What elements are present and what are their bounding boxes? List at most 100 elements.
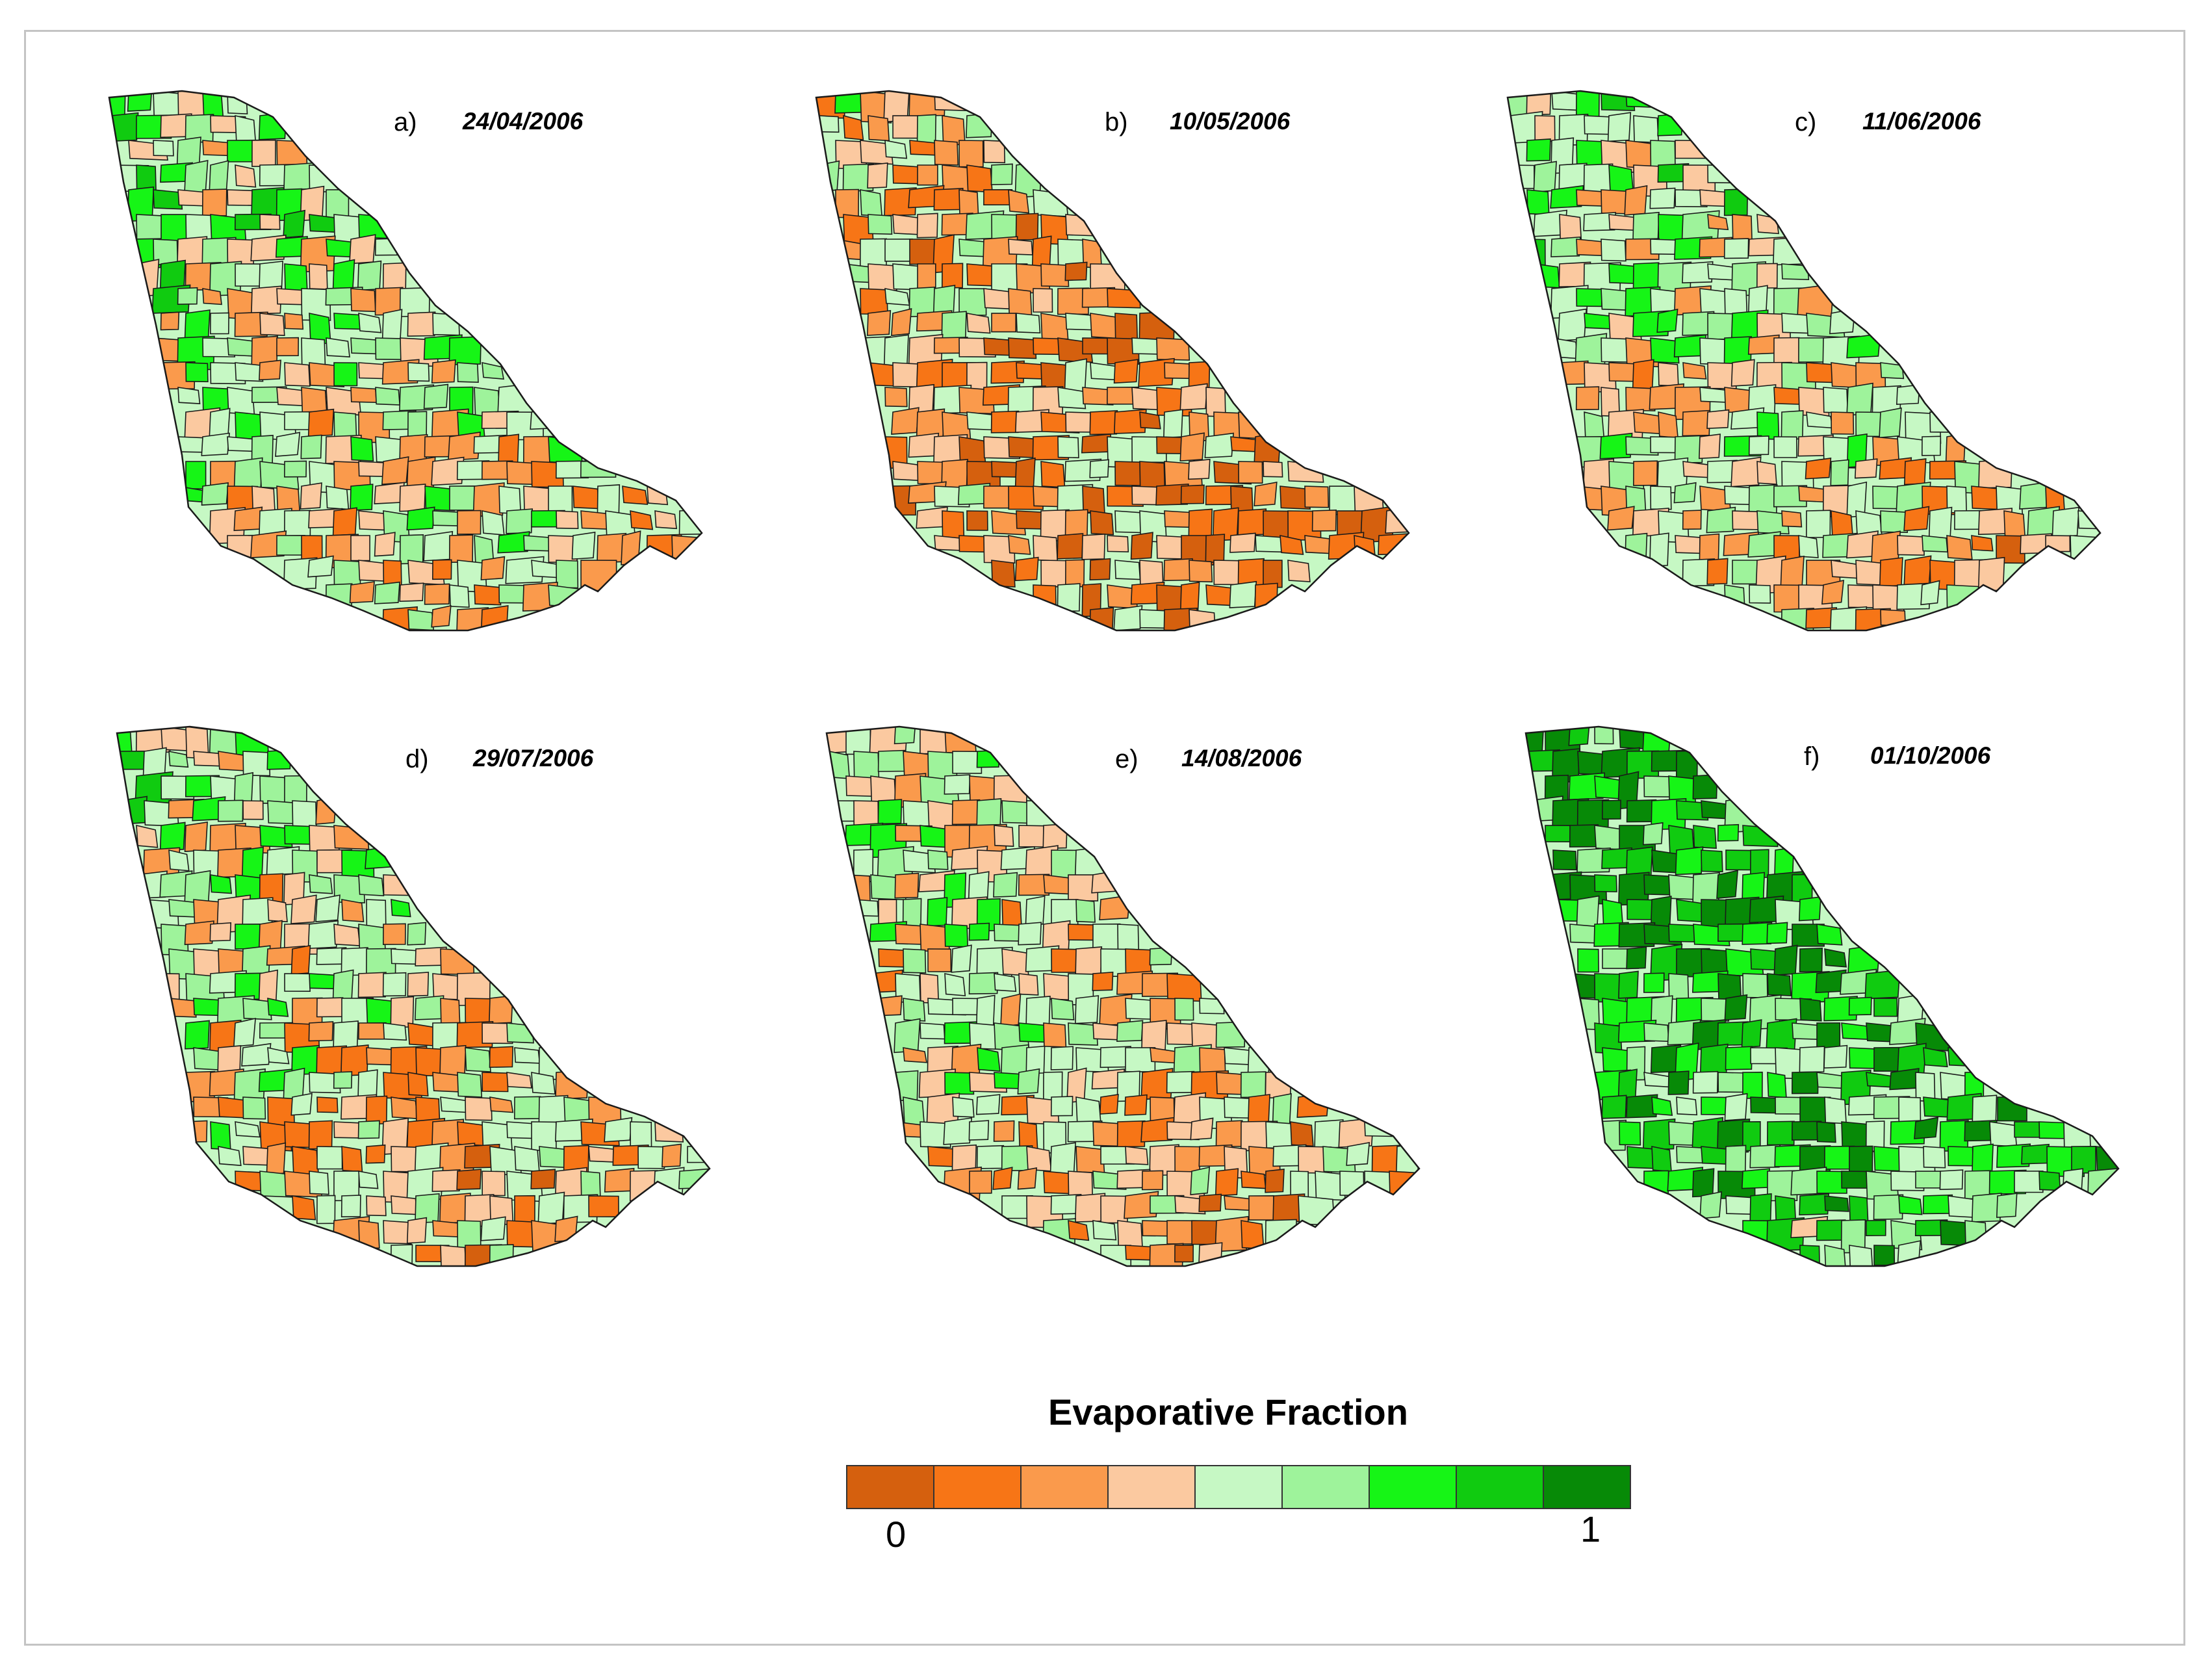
parcel	[1008, 337, 1037, 359]
parcel	[1180, 484, 1205, 504]
parcel	[969, 1170, 992, 1194]
parcel	[1040, 263, 1070, 287]
parcel	[990, 410, 1020, 434]
parcel	[1866, 1219, 1886, 1237]
parcel	[233, 457, 263, 491]
parcel	[1897, 535, 1925, 556]
parcel	[1346, 1142, 1370, 1166]
parcel	[168, 751, 189, 768]
parcel	[1064, 559, 1085, 588]
parcel	[177, 387, 201, 404]
parcel	[431, 359, 456, 384]
district-boundary	[1506, 90, 2102, 632]
parcel	[1017, 1068, 1040, 1095]
parcel	[1675, 140, 1708, 159]
parcel	[407, 972, 430, 997]
parcel	[506, 508, 534, 534]
parcel	[1526, 727, 1545, 753]
parcel	[637, 1146, 665, 1169]
parcel	[1139, 411, 1161, 430]
parcel	[439, 1044, 467, 1077]
parcel	[993, 872, 1018, 898]
legend-swatch	[934, 1466, 1022, 1508]
parcel	[457, 362, 479, 383]
parcel	[933, 188, 964, 211]
parcel	[1873, 1245, 1896, 1266]
parcel	[357, 260, 382, 291]
parcel	[153, 91, 182, 119]
parcel	[1125, 1146, 1149, 1165]
parcel	[867, 162, 888, 189]
parcel	[1304, 486, 1330, 508]
parcel	[894, 872, 920, 899]
panel-letter: b)	[1105, 108, 1128, 136]
parcel	[944, 727, 977, 755]
parcel	[1534, 263, 1560, 289]
parcel	[1791, 1071, 1819, 1095]
legend-max-label: 1	[1580, 1509, 1601, 1549]
parcel	[920, 1121, 951, 1148]
parcel	[1075, 899, 1096, 923]
parcel	[1948, 1146, 1974, 1167]
parcel	[440, 1245, 467, 1266]
parcel	[976, 1145, 1005, 1169]
parcel	[399, 534, 424, 565]
parcel	[1241, 1171, 1267, 1189]
parcel	[917, 263, 936, 290]
parcel	[448, 432, 481, 461]
parcel	[341, 1146, 363, 1172]
parcel	[951, 944, 972, 973]
parcel	[1114, 560, 1141, 580]
parcel	[1821, 579, 1845, 605]
parcel	[407, 1072, 429, 1097]
parcel	[1339, 1171, 1365, 1197]
parcel	[333, 362, 358, 387]
parcel	[944, 924, 969, 948]
parcel	[1238, 461, 1263, 484]
parcel	[1033, 535, 1059, 562]
parcel	[365, 1095, 388, 1125]
parcel	[1179, 432, 1205, 462]
parcel	[1766, 1120, 1795, 1146]
parcel	[1198, 1193, 1222, 1212]
parcel	[1140, 1117, 1175, 1143]
parcel	[185, 362, 209, 383]
parcel	[1189, 609, 1216, 630]
parcel	[1601, 799, 1621, 820]
parcel	[185, 461, 207, 489]
parcel	[1198, 1242, 1223, 1266]
parcel	[161, 973, 180, 1002]
parcel	[1706, 506, 1736, 534]
panel-letter: a)	[394, 108, 417, 136]
parcel	[927, 849, 949, 870]
parcel	[235, 1121, 261, 1138]
parcel	[1920, 580, 1940, 606]
parcel	[1018, 825, 1045, 848]
parcel	[1163, 558, 1193, 582]
parcel	[1040, 461, 1066, 488]
parcel	[423, 383, 449, 409]
parcel	[1155, 483, 1189, 506]
parcel	[891, 308, 912, 337]
parcel	[423, 530, 454, 562]
parcel	[1601, 189, 1627, 214]
parcel	[1008, 239, 1033, 255]
parcel	[136, 824, 159, 848]
parcel	[868, 263, 897, 291]
parcel	[308, 1021, 334, 1042]
parcel	[892, 362, 921, 388]
parcel	[309, 263, 328, 290]
parcel	[259, 214, 281, 230]
parcel	[153, 140, 174, 157]
parcel	[572, 486, 600, 510]
parcel	[1658, 362, 1679, 387]
parcel	[1921, 435, 1942, 456]
parcel	[2003, 510, 2026, 539]
parcel	[276, 534, 305, 556]
parcel	[283, 209, 306, 239]
parcel	[259, 359, 281, 381]
parcel	[1632, 262, 1660, 291]
parcel	[1601, 1095, 1627, 1119]
parcel	[1068, 874, 1099, 901]
parcel	[431, 559, 452, 580]
